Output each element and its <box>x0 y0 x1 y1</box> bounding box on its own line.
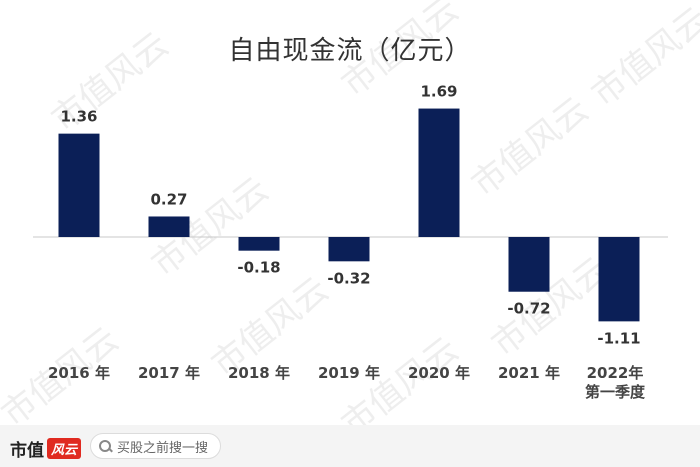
search-text: 买股之前搜一搜 <box>117 440 209 456</box>
bar <box>508 237 550 292</box>
x-tick-label: 2016 年 <box>48 364 110 382</box>
bar <box>418 108 460 237</box>
bar <box>328 237 370 262</box>
bar-chart: 1.36 2016 年 0.27 2017 年 -0.18 2018 年 -0.32 2019… <box>33 83 668 401</box>
brand-mark: 风云 <box>47 438 82 459</box>
search-icon <box>99 440 111 452</box>
x-tick-label: 2021 年 <box>498 364 560 382</box>
brand-text: 市值 <box>10 441 44 461</box>
data-label: 1.36 <box>60 108 97 126</box>
bar <box>148 216 190 237</box>
data-label: -0.72 <box>507 300 550 318</box>
data-label: 0.27 <box>150 190 187 208</box>
chart-title: 自由现金流（亿元） <box>228 36 472 66</box>
data-label: 1.69 <box>420 83 457 101</box>
x-tick-label: 2017 年 <box>138 364 200 382</box>
data-label: -0.32 <box>327 269 370 287</box>
x-tick-label: 2018 年 <box>228 364 290 382</box>
footer-bar: 市值 风云 买股之前搜一搜 <box>0 425 700 467</box>
data-label: -0.18 <box>237 259 280 277</box>
search-button[interactable]: 买股之前搜一搜 <box>90 433 222 459</box>
x-tick-label: 2022年第一季度 <box>585 364 646 401</box>
chart-card: 市值风云 市值风云 市值风云 市值风云 市值风云 市值风云 市值风云 市值风云 … <box>0 0 700 445</box>
bar <box>238 237 280 251</box>
x-tick-label: 2020 年 <box>408 364 470 382</box>
data-label: -1.11 <box>597 329 640 347</box>
x-tick-label: 2019 年 <box>318 364 380 382</box>
bar <box>58 133 100 237</box>
brand-logo[interactable]: 市值 风云 <box>10 436 82 461</box>
bar <box>598 237 640 322</box>
